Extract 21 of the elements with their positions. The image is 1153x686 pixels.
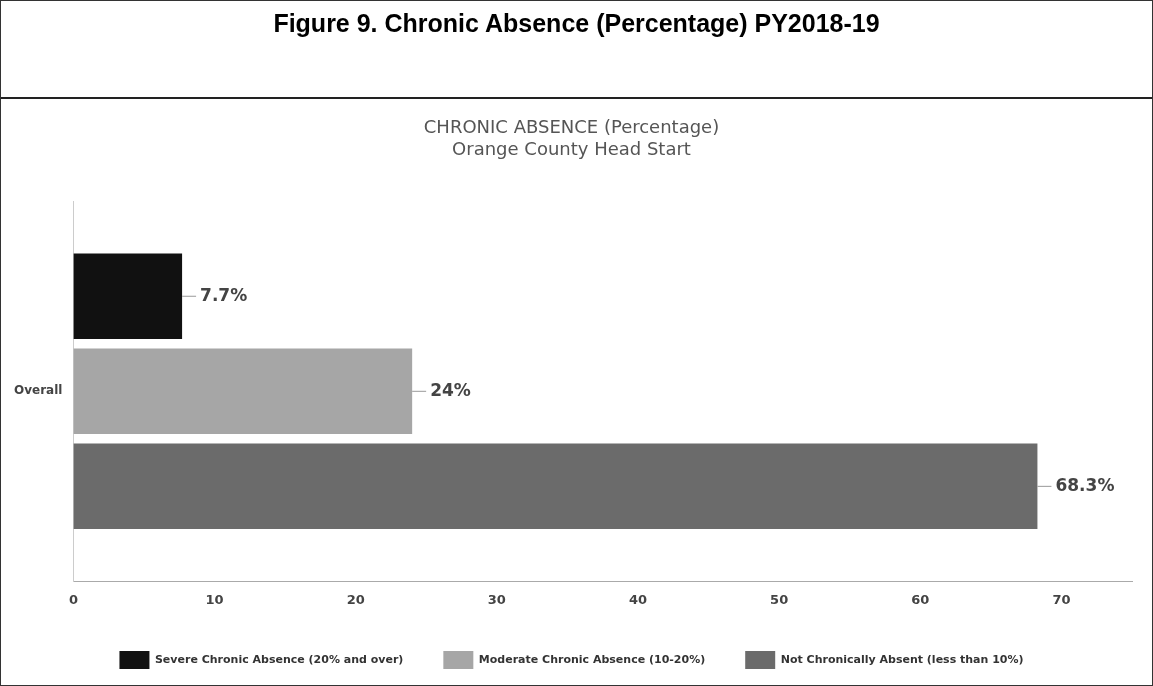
x-tick-label: 0 xyxy=(68,591,78,607)
chart-subtitle: CHRONIC ABSENCE (Percentage) xyxy=(423,116,720,138)
x-tick-label: 50 xyxy=(770,591,789,607)
bar xyxy=(73,348,413,435)
x-tick-label: 10 xyxy=(205,591,224,607)
text: Orange County Head Start xyxy=(452,138,691,160)
data-label: 24% xyxy=(430,379,471,400)
y-tick-label: Overall xyxy=(14,383,63,398)
x-tick-label: 30 xyxy=(487,591,506,607)
legend-label: Not Chronically Absent (less than 10%) xyxy=(780,652,1024,666)
data-label: 68.3% xyxy=(1055,474,1115,495)
chart-title: Figure 9. Chronic Absence (Percentage) PY2018-19 xyxy=(1,1,1152,99)
x-tick-label: 60 xyxy=(911,591,930,607)
legend-label: Severe Chronic Absence (20% and over) xyxy=(154,652,404,666)
bar xyxy=(73,253,183,340)
bar xyxy=(73,443,1038,530)
x-tick-label: 20 xyxy=(346,591,365,607)
data-label: 7.7% xyxy=(200,284,248,305)
legend-label: Moderate Chronic Absence (10-20%) xyxy=(478,652,706,666)
x-tick-label: 70 xyxy=(1052,591,1071,607)
x-tick-label: 40 xyxy=(628,591,648,607)
